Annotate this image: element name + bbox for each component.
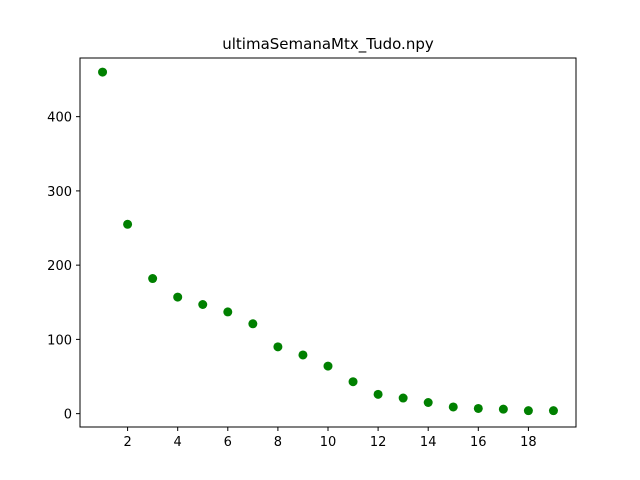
x-tick-label: 18	[520, 435, 537, 450]
y-tick-label: 0	[64, 408, 72, 423]
y-tick-label: 400	[47, 111, 72, 126]
x-tick-label: 8	[274, 435, 282, 450]
data-point	[398, 393, 408, 403]
x-tick-label: 4	[174, 435, 182, 450]
data-point	[448, 402, 458, 412]
x-axis: 2 4 6 8 10 12 14 16 18	[123, 427, 537, 450]
data-point	[98, 67, 108, 77]
data-point	[473, 403, 483, 413]
data-point	[423, 397, 433, 407]
data-point	[148, 274, 158, 284]
data-point	[523, 406, 533, 416]
data-point	[498, 404, 508, 414]
data-point	[248, 319, 258, 329]
data-point	[373, 389, 383, 399]
data-point	[298, 350, 308, 360]
data-point	[173, 292, 183, 302]
x-tick-label: 16	[470, 435, 487, 450]
x-tick-label: 12	[370, 435, 387, 450]
y-tick-label: 100	[47, 333, 72, 348]
data-point	[273, 342, 283, 352]
data-point	[123, 219, 133, 229]
y-tick-label: 200	[47, 259, 72, 274]
x-tick-label: 6	[224, 435, 232, 450]
data-points	[98, 67, 558, 416]
plot-area-frame	[79, 57, 577, 428]
data-point	[323, 361, 333, 371]
chart-title: ultimaSemanaMtx_Tudo.npy	[222, 35, 434, 54]
y-tick-label: 300	[47, 185, 72, 200]
data-point	[348, 377, 358, 387]
y-axis: 0 100 200 300 400	[47, 111, 80, 423]
data-point	[548, 406, 558, 416]
x-tick-label: 10	[320, 435, 337, 450]
x-tick-label: 2	[123, 435, 131, 450]
data-point	[198, 299, 208, 309]
data-point	[223, 307, 233, 317]
x-tick-label: 14	[420, 435, 437, 450]
